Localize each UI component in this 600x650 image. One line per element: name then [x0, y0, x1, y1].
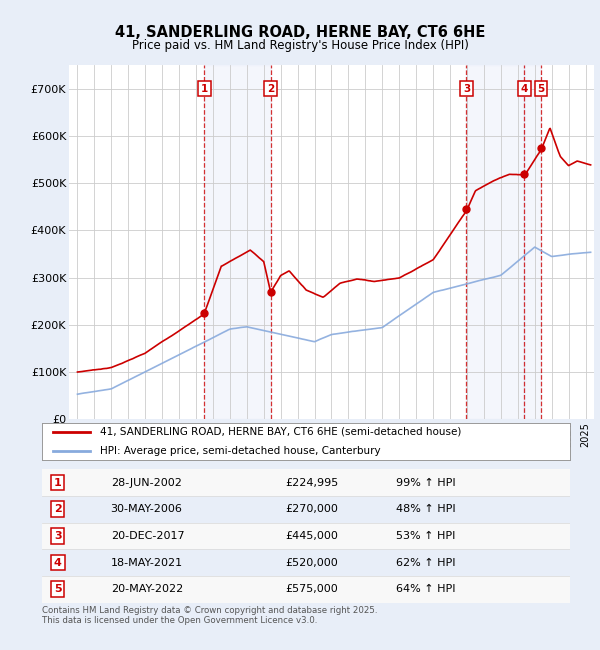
- Text: 20-DEC-2017: 20-DEC-2017: [110, 531, 184, 541]
- Text: Contains HM Land Registry data © Crown copyright and database right 2025.
This d: Contains HM Land Registry data © Crown c…: [42, 606, 377, 625]
- Text: 4: 4: [54, 558, 62, 567]
- FancyBboxPatch shape: [42, 523, 570, 549]
- Bar: [524, 65, 541, 419]
- Text: 3: 3: [463, 84, 470, 94]
- FancyBboxPatch shape: [42, 469, 570, 496]
- Text: 53% ↑ HPI: 53% ↑ HPI: [396, 531, 455, 541]
- Text: 48% ↑ HPI: 48% ↑ HPI: [396, 504, 455, 514]
- Text: 1: 1: [54, 478, 62, 488]
- Text: 3: 3: [54, 531, 62, 541]
- Text: 1: 1: [200, 84, 208, 94]
- Text: HPI: Average price, semi-detached house, Canterbury: HPI: Average price, semi-detached house,…: [100, 446, 381, 456]
- Text: 28-JUN-2002: 28-JUN-2002: [110, 478, 182, 488]
- Text: 18-MAY-2021: 18-MAY-2021: [110, 558, 183, 567]
- Text: Price paid vs. HM Land Registry's House Price Index (HPI): Price paid vs. HM Land Registry's House …: [131, 39, 469, 52]
- Text: 5: 5: [54, 584, 62, 594]
- Text: £224,995: £224,995: [285, 478, 338, 488]
- FancyBboxPatch shape: [42, 576, 570, 603]
- Text: 30-MAY-2006: 30-MAY-2006: [110, 504, 182, 514]
- Bar: [205, 65, 271, 419]
- Text: 99% ↑ HPI: 99% ↑ HPI: [396, 478, 455, 488]
- Text: 62% ↑ HPI: 62% ↑ HPI: [396, 558, 455, 567]
- Text: 41, SANDERLING ROAD, HERNE BAY, CT6 6HE (semi-detached house): 41, SANDERLING ROAD, HERNE BAY, CT6 6HE …: [100, 427, 461, 437]
- Text: £520,000: £520,000: [285, 558, 338, 567]
- Text: 2: 2: [54, 504, 62, 514]
- Text: £270,000: £270,000: [285, 504, 338, 514]
- Text: 5: 5: [538, 84, 545, 94]
- Text: 4: 4: [521, 84, 528, 94]
- Text: £575,000: £575,000: [285, 584, 338, 594]
- Text: 41, SANDERLING ROAD, HERNE BAY, CT6 6HE: 41, SANDERLING ROAD, HERNE BAY, CT6 6HE: [115, 25, 485, 40]
- Text: 20-MAY-2022: 20-MAY-2022: [110, 584, 183, 594]
- Bar: [466, 65, 524, 419]
- Text: £445,000: £445,000: [285, 531, 338, 541]
- Text: 2: 2: [267, 84, 274, 94]
- Text: 64% ↑ HPI: 64% ↑ HPI: [396, 584, 455, 594]
